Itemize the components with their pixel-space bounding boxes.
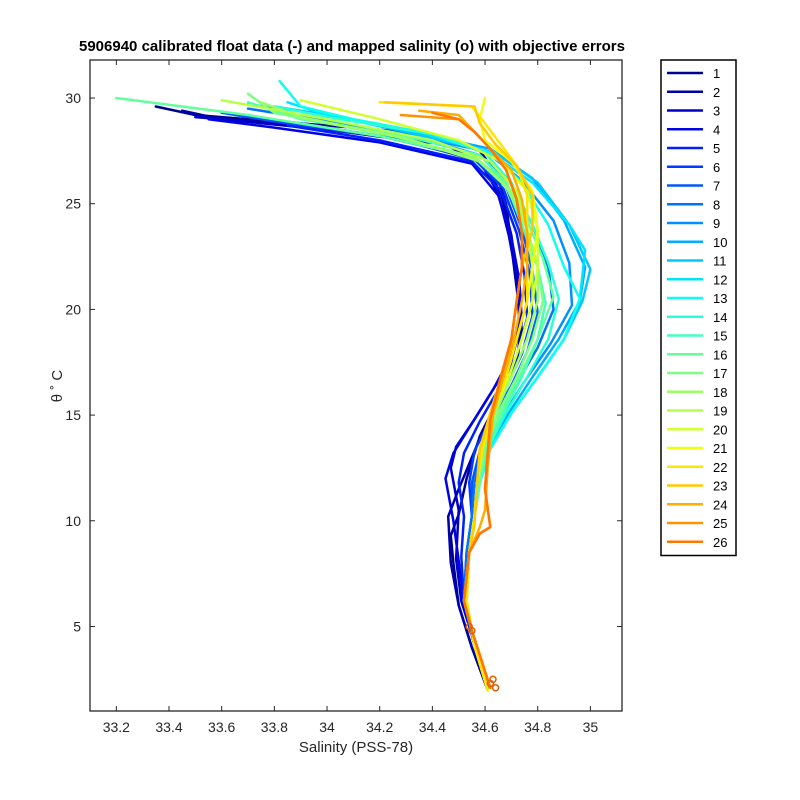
- x-tick-label: 34.4: [419, 719, 446, 735]
- legend-label-22: 22: [713, 460, 727, 475]
- legend-label-13: 13: [713, 291, 727, 306]
- plot-area: 33.2 33.4 33.6 33.8 34 34.2 34.4 34.6 34.8 35 5 10 1…: [65, 59, 623, 735]
- y-tick-label: 20: [65, 301, 81, 317]
- legend-label-2: 2: [713, 85, 720, 100]
- legend-label-14: 14: [713, 310, 727, 325]
- legend-box: [660, 59, 737, 557]
- legend-label-18: 18: [713, 385, 727, 400]
- y-tick-label: 30: [65, 90, 81, 106]
- series-line-26: [431, 111, 524, 690]
- x-tick-label: 34.6: [471, 719, 498, 735]
- legend-label-12: 12: [713, 272, 727, 287]
- legend-label-25: 25: [713, 516, 727, 531]
- chart-title: 5906940 calibrated float data (-) and ma…: [79, 38, 625, 55]
- x-tick-label: 34.2: [366, 719, 393, 735]
- legend-label-7: 7: [713, 179, 720, 194]
- x-axis-label: Salinity (PSS-78): [299, 739, 413, 756]
- x-tick-label: 33.4: [155, 719, 182, 735]
- series-group: [115, 79, 592, 692]
- legend-label-24: 24: [713, 497, 727, 512]
- y-tick-label: 25: [65, 196, 81, 212]
- x-tick-label: 33.6: [208, 719, 235, 735]
- y-tick-label: 5: [73, 618, 81, 634]
- legend-label-21: 21: [713, 441, 727, 456]
- x-tick-label: 35: [583, 719, 599, 735]
- mapped-point: [486, 679, 495, 688]
- legend-label-6: 6: [713, 160, 720, 175]
- x-tick-label: 33.8: [261, 719, 288, 735]
- legend-label-8: 8: [713, 197, 720, 212]
- legend-label-20: 20: [713, 422, 727, 437]
- x-tick-label: 34.8: [524, 719, 551, 735]
- legend-label-26: 26: [713, 535, 727, 550]
- axes-box: [89, 59, 623, 712]
- legend-label-23: 23: [713, 479, 727, 494]
- legend-label-15: 15: [713, 329, 727, 344]
- x-tick-label: 33.2: [103, 719, 130, 735]
- legend: 1234567891011121314151617181920212223242…: [660, 59, 737, 557]
- y-tick-label: 10: [65, 513, 81, 529]
- legend-label-17: 17: [713, 366, 727, 381]
- y-axis-label: θ ˚ C: [49, 370, 66, 403]
- legend-label-5: 5: [713, 141, 720, 156]
- legend-label-19: 19: [713, 404, 727, 419]
- y-tick-label: 15: [65, 407, 81, 423]
- legend-label-10: 10: [713, 235, 727, 250]
- legend-label-1: 1: [713, 66, 720, 81]
- legend-label-16: 16: [713, 347, 727, 362]
- legend-label-4: 4: [713, 122, 720, 137]
- legend-label-9: 9: [713, 216, 720, 231]
- mapped-point: [465, 622, 473, 631]
- x-tick-label: 34: [319, 719, 335, 735]
- legend-label-11: 11: [713, 254, 727, 269]
- mapped-point: [491, 684, 500, 692]
- legend-label-3: 3: [713, 104, 720, 119]
